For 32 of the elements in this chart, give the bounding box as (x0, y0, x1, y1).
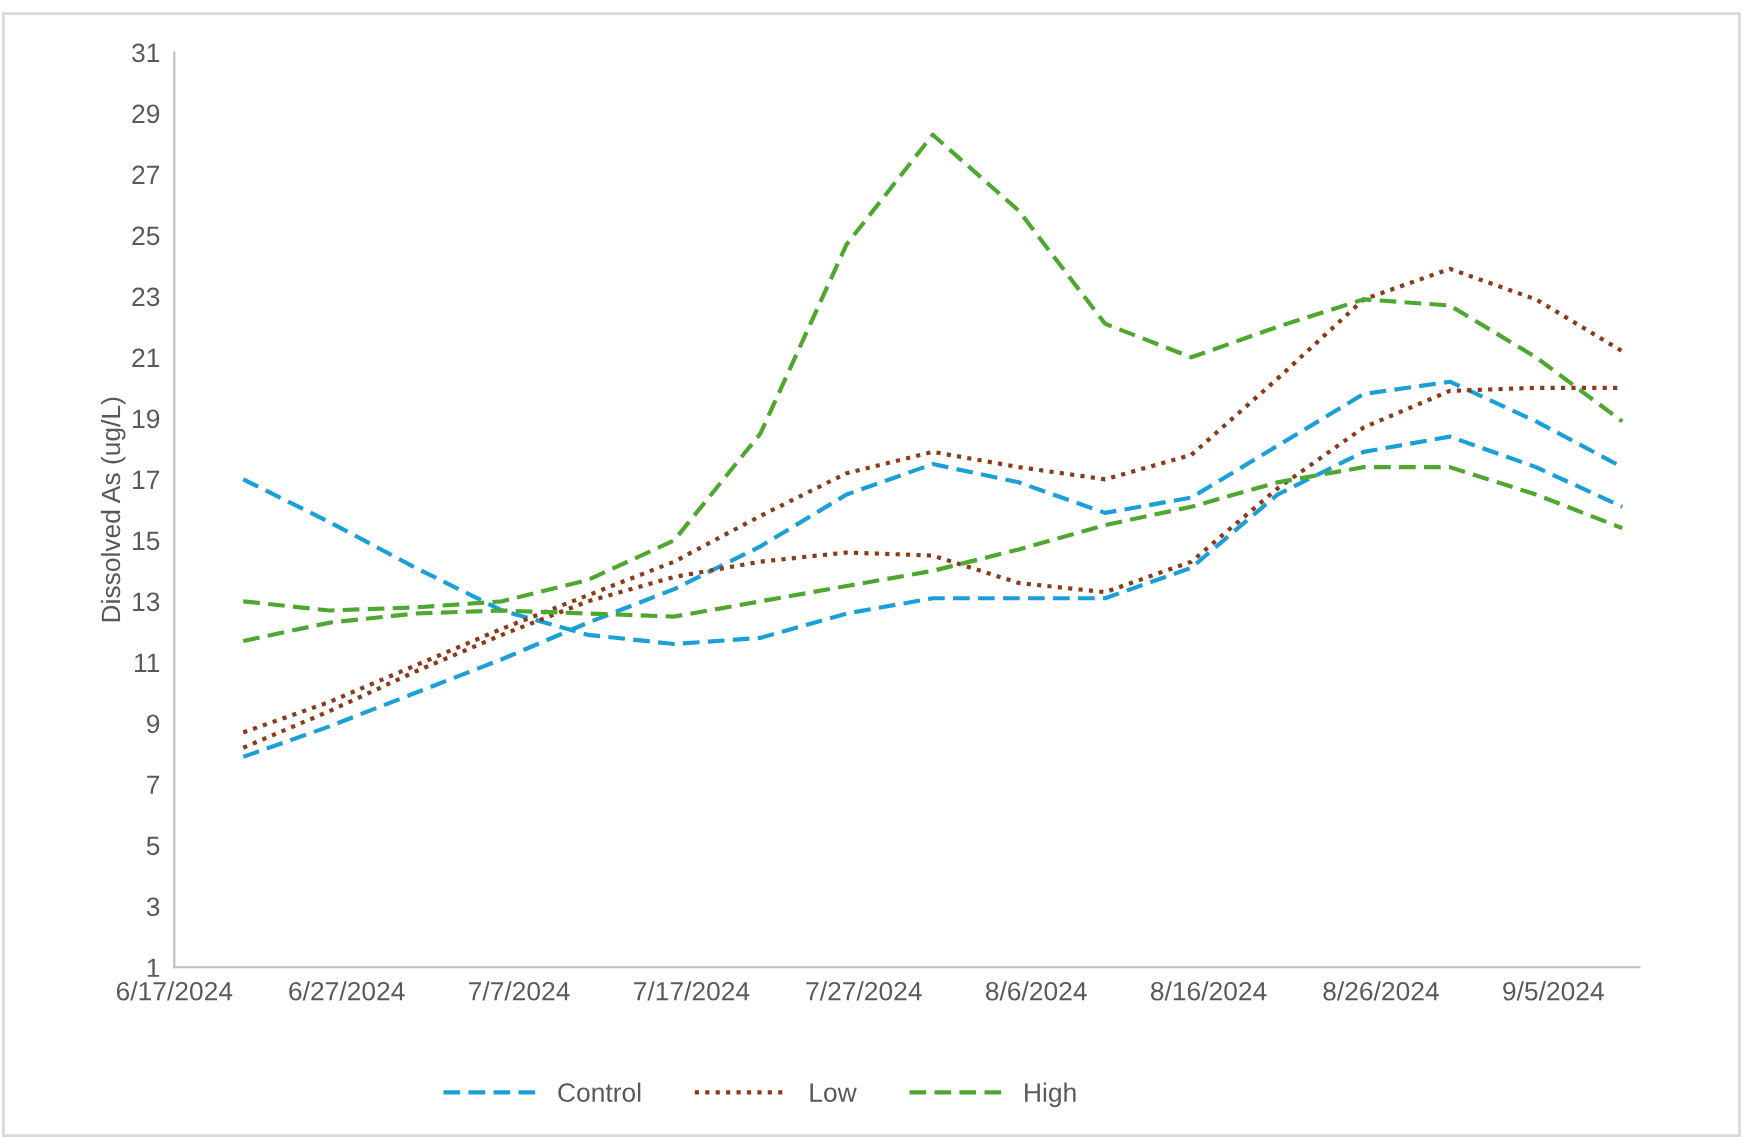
x-tick-label: 8/16/2024 (1150, 981, 1267, 1001)
y-tick-label: 27 (132, 165, 160, 184)
x-tick-label: 9/5/2024 (1503, 981, 1604, 1001)
y-tick-label: 7 (147, 775, 160, 794)
y-tick-label: 15 (133, 531, 160, 551)
legend-label: Low (810, 1083, 857, 1102)
y-tick-label: 9 (146, 714, 160, 734)
legend-label: High (1025, 1082, 1076, 1108)
y-tick-label: 1 (147, 958, 160, 977)
y-tick-label: 3 (146, 897, 160, 917)
y-tick-label: 21 (132, 348, 160, 367)
y-tick-label: 29 (132, 104, 160, 124)
y-axis-title: Dissolved As (ug/L) (100, 397, 126, 622)
x-tick-label: 6/27/2024 (289, 981, 405, 1001)
y-tick-label: 31 (132, 43, 160, 63)
x-tick-label: 6/17/2024 (116, 981, 233, 1001)
x-tick-label: 8/26/2024 (1323, 981, 1439, 1001)
y-tick-label: 11 (135, 653, 160, 672)
legend-label: Control (558, 1082, 641, 1102)
line-series (241, 266, 1625, 735)
line-series (241, 132, 1625, 613)
y-tick-label: 23 (132, 287, 160, 307)
x-tick-label: 7/27/2024 (806, 981, 922, 1001)
x-tick-label: 8/6/2024 (985, 981, 1087, 1001)
x-tick-label: 7/17/2024 (634, 981, 750, 1001)
line-series (241, 465, 1625, 644)
y-tick-label: 13 (133, 592, 160, 612)
x-tick-label: 7/7/2024 (469, 981, 570, 1001)
y-tick-label: 5 (146, 836, 160, 856)
y-tick-label: 17 (133, 470, 160, 489)
y-tick-label: 25 (132, 226, 160, 246)
y-tick-label: 19 (133, 409, 160, 429)
